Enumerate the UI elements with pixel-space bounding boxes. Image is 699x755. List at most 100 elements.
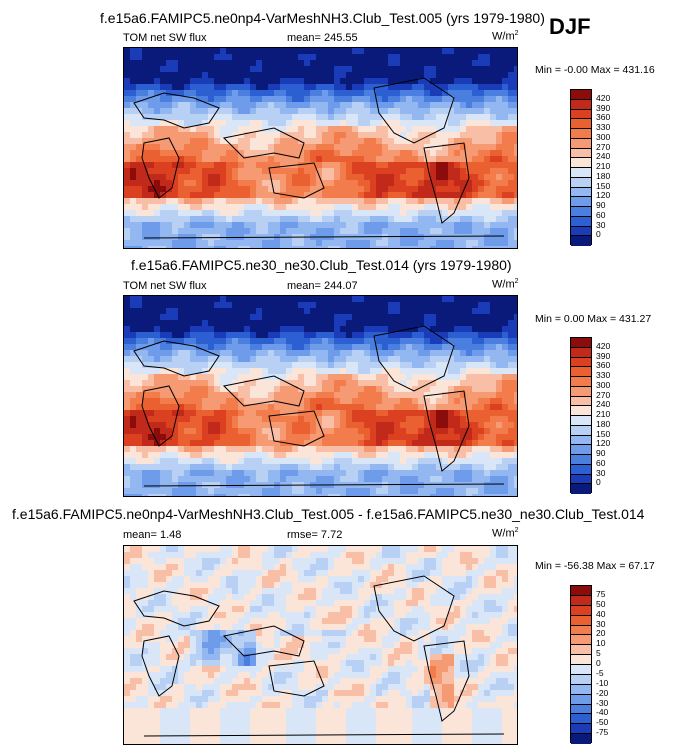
map-cell <box>370 570 377 577</box>
map-cell <box>442 246 449 248</box>
map-cell <box>244 222 251 229</box>
map-cell <box>418 222 425 229</box>
map-cell <box>490 108 497 115</box>
map-cell <box>472 368 479 375</box>
map-cell <box>136 132 143 139</box>
map-cell <box>298 344 305 351</box>
map-cell <box>328 434 335 441</box>
colorbar-tick-label: 90 <box>596 448 606 458</box>
map-cell <box>376 162 383 169</box>
map-cell <box>196 344 203 351</box>
map-cell <box>496 362 503 369</box>
map-cell <box>148 96 155 103</box>
map-cell <box>250 120 257 127</box>
map-cell <box>178 90 185 97</box>
map-cell <box>484 392 491 399</box>
map-cell <box>142 374 149 381</box>
map-cell <box>166 174 173 181</box>
map-cell <box>364 546 371 553</box>
map-cell <box>328 410 335 417</box>
map-cell <box>430 314 437 321</box>
map-cell <box>490 132 497 139</box>
map-cell <box>328 458 335 465</box>
map-cell <box>172 344 179 351</box>
map-cell <box>460 156 467 163</box>
map-cell <box>490 162 497 169</box>
map-cell <box>130 344 137 351</box>
map-cell <box>250 84 257 91</box>
map-cell <box>430 558 437 565</box>
map-cell <box>322 144 329 151</box>
map-cell <box>208 338 215 345</box>
map-cell <box>178 482 185 489</box>
map-cell <box>202 362 209 369</box>
map-cell <box>304 332 311 339</box>
map-cell <box>436 546 443 553</box>
map-cell <box>394 464 401 471</box>
map-cell <box>274 168 281 175</box>
map-cell <box>412 72 419 79</box>
map-cell <box>292 192 299 199</box>
map-cell <box>406 570 413 577</box>
map-cell <box>496 458 503 465</box>
map-cell <box>268 96 275 103</box>
map-cell <box>184 150 191 157</box>
map-cell <box>238 368 245 375</box>
map-cell <box>256 350 263 357</box>
map-cell <box>484 246 491 248</box>
map-cell <box>502 546 509 553</box>
map-cell <box>508 126 515 133</box>
map-cell <box>124 452 131 459</box>
map-cell <box>178 422 185 429</box>
map-cell <box>376 120 383 127</box>
map-cell <box>418 344 425 351</box>
map-cell <box>172 570 179 577</box>
map-cell <box>364 84 371 91</box>
map-cell <box>382 488 389 495</box>
map-cell <box>328 192 335 199</box>
map-cell <box>202 428 209 435</box>
map-cell <box>178 210 185 217</box>
map-cell <box>448 168 455 175</box>
map-cell <box>442 374 449 381</box>
map-cell <box>412 558 419 565</box>
map-cell <box>136 210 143 217</box>
map-cell <box>460 552 467 559</box>
map-cell <box>328 344 335 351</box>
map-cell <box>406 54 413 61</box>
map-cell <box>184 582 191 589</box>
map-cell <box>160 546 167 553</box>
map-cell <box>244 302 251 309</box>
map-cell <box>226 398 233 405</box>
map-cell <box>196 90 203 97</box>
map-cell <box>490 452 497 459</box>
map-cell <box>472 380 479 387</box>
map-cell <box>334 150 341 157</box>
map-cell <box>124 96 131 103</box>
map-cell <box>400 404 407 411</box>
map-cell <box>514 302 517 309</box>
map-cell <box>436 120 443 127</box>
map-cell <box>394 422 401 429</box>
map-cell <box>412 302 419 309</box>
map-cell <box>328 470 335 477</box>
map-cell <box>214 552 221 559</box>
map-cell <box>262 162 269 169</box>
map-cell <box>244 362 251 369</box>
map-cell <box>124 488 131 495</box>
map-cell <box>226 488 233 495</box>
map-cell <box>364 150 371 157</box>
map-cell <box>508 156 515 163</box>
map-cell <box>376 66 383 73</box>
map-cell <box>334 216 341 223</box>
map-cell <box>382 72 389 79</box>
map-cell <box>136 558 143 565</box>
map-cell <box>472 78 479 85</box>
map-cell <box>202 192 209 199</box>
colorbar-tick-label: 0 <box>596 229 601 240</box>
map-cell <box>292 362 299 369</box>
map-cell <box>286 90 293 97</box>
map-cell <box>322 458 329 465</box>
map-cell <box>190 66 197 73</box>
map-cell <box>502 234 509 241</box>
